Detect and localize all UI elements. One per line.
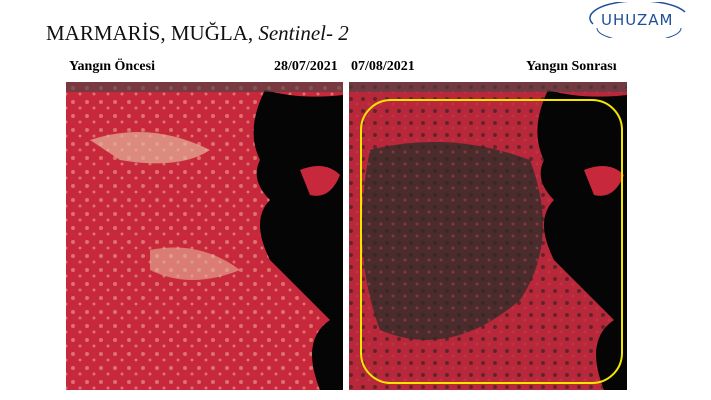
after-image	[349, 82, 627, 390]
before-label: Yangın Öncesi	[69, 59, 155, 74]
title-italic: Sentinel- 2	[258, 21, 349, 45]
slide-title: MARMARİS, MUĞLA, Sentinel- 2	[46, 21, 349, 46]
before-image	[66, 82, 343, 390]
before-date: 28/07/2021	[274, 59, 338, 74]
logo-icon	[589, 2, 686, 38]
after-date: 07/08/2021	[351, 59, 415, 74]
after-label: Yangın Sonrası	[526, 59, 617, 74]
title-main: MARMARİS, MUĞLA,	[46, 21, 254, 45]
logo-text: UHUZAM	[601, 11, 674, 29]
burn-area-outline	[360, 99, 623, 384]
